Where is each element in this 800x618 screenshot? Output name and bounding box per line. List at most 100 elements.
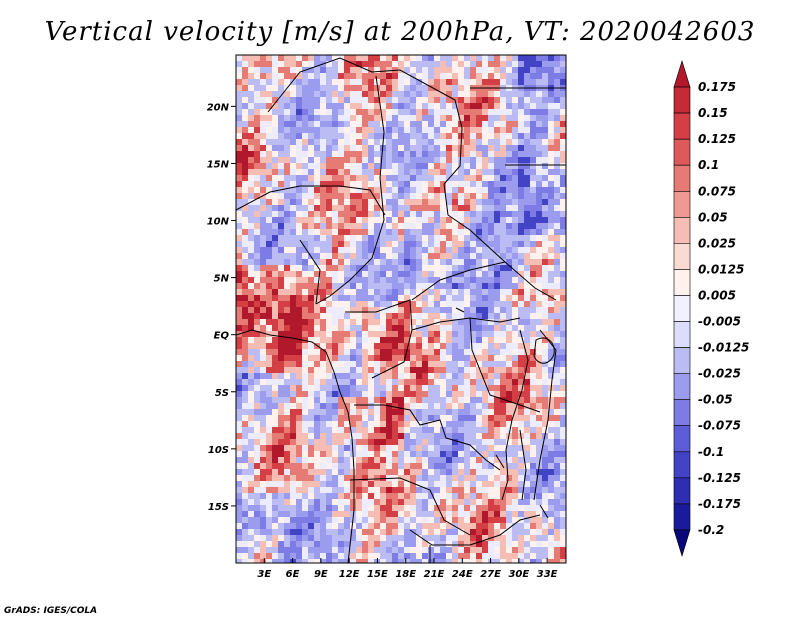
field-cell bbox=[368, 397, 375, 404]
field-cell bbox=[446, 139, 453, 146]
field-cell bbox=[554, 301, 561, 308]
field-cell bbox=[560, 439, 566, 446]
field-cell bbox=[470, 211, 477, 218]
field-cell bbox=[464, 115, 471, 122]
field-cell bbox=[392, 85, 399, 92]
field-cell bbox=[254, 115, 261, 122]
field-cell bbox=[398, 157, 405, 164]
field-cell bbox=[500, 439, 507, 446]
field-cell bbox=[452, 295, 459, 302]
x-tick-label: 33E bbox=[537, 569, 558, 580]
field-cell bbox=[554, 181, 561, 188]
field-cell bbox=[278, 499, 285, 506]
field-cell bbox=[548, 169, 555, 176]
field-cell bbox=[368, 325, 375, 332]
field-cell bbox=[296, 139, 303, 146]
field-cell bbox=[440, 385, 447, 392]
field-cell bbox=[422, 523, 429, 530]
field-cell bbox=[416, 457, 423, 464]
field-cell bbox=[482, 313, 489, 320]
field-cell bbox=[554, 217, 561, 224]
field-cell bbox=[392, 55, 399, 62]
field-cell bbox=[290, 157, 297, 164]
field-cell bbox=[518, 415, 525, 422]
field-cell bbox=[506, 457, 513, 464]
field-cell bbox=[368, 493, 375, 500]
field-cell bbox=[290, 217, 297, 224]
field-cell bbox=[374, 367, 381, 374]
field-cell bbox=[236, 265, 243, 272]
field-cell bbox=[356, 361, 363, 368]
field-cell bbox=[554, 553, 561, 560]
x-tick-label: 15E bbox=[367, 569, 388, 580]
field-cell bbox=[500, 343, 507, 350]
field-cell bbox=[368, 217, 375, 224]
field-cell bbox=[404, 283, 411, 290]
field-cell bbox=[512, 331, 519, 338]
field-cell bbox=[524, 373, 531, 380]
field-cell bbox=[332, 493, 339, 500]
field-cell bbox=[380, 367, 387, 374]
field-cell bbox=[470, 109, 477, 116]
field-cell bbox=[308, 529, 315, 536]
field-cell bbox=[296, 325, 303, 332]
field-cell bbox=[410, 487, 417, 494]
field-cell bbox=[530, 511, 537, 518]
field-cell bbox=[434, 133, 441, 140]
field-cell bbox=[254, 151, 261, 158]
field-cell bbox=[452, 361, 459, 368]
field-cell bbox=[344, 409, 351, 416]
field-cell bbox=[350, 415, 357, 422]
field-cell bbox=[368, 85, 375, 92]
field-cell bbox=[296, 463, 303, 470]
field-cell bbox=[488, 433, 495, 440]
field-cell bbox=[266, 307, 273, 314]
field-cell bbox=[536, 439, 543, 446]
field-cell bbox=[296, 427, 303, 434]
field-cell bbox=[524, 415, 531, 422]
field-cell bbox=[260, 349, 267, 356]
field-cell bbox=[296, 211, 303, 218]
field-cell bbox=[302, 223, 309, 230]
field-cell bbox=[308, 313, 315, 320]
field-cell bbox=[296, 73, 303, 80]
field-cell bbox=[494, 277, 501, 284]
field-cell bbox=[482, 343, 489, 350]
field-cell bbox=[248, 325, 255, 332]
field-cell bbox=[254, 169, 261, 176]
colorbar-label: 0.15 bbox=[698, 106, 728, 120]
field-cell bbox=[554, 487, 561, 494]
field-cell bbox=[530, 409, 537, 416]
field-cell bbox=[296, 541, 303, 548]
field-cell bbox=[368, 211, 375, 218]
field-cell bbox=[284, 157, 291, 164]
field-cell bbox=[380, 181, 387, 188]
field-cell bbox=[512, 235, 519, 242]
field-cell bbox=[308, 481, 315, 488]
field-cell bbox=[506, 121, 513, 128]
field-cell bbox=[260, 79, 267, 86]
field-cell bbox=[380, 451, 387, 458]
field-cell bbox=[356, 301, 363, 308]
field-cell bbox=[458, 253, 465, 260]
field-cell bbox=[254, 157, 261, 164]
field-cell bbox=[470, 331, 477, 338]
field-cell bbox=[434, 229, 441, 236]
field-cell bbox=[506, 403, 513, 410]
field-cell bbox=[548, 133, 555, 140]
field-cell bbox=[332, 523, 339, 530]
field-cell bbox=[332, 469, 339, 476]
field-cell bbox=[530, 79, 537, 86]
field-cell bbox=[482, 475, 489, 482]
field-cell bbox=[278, 481, 285, 488]
field-cell bbox=[314, 517, 321, 524]
field-cell bbox=[548, 139, 555, 146]
field-cell bbox=[512, 541, 519, 548]
field-cell bbox=[560, 103, 566, 110]
field-cell bbox=[524, 247, 531, 254]
field-cell bbox=[344, 367, 351, 374]
field-cell bbox=[338, 343, 345, 350]
field-cell bbox=[410, 85, 417, 92]
field-cell bbox=[326, 463, 333, 470]
field-cell bbox=[236, 379, 243, 386]
